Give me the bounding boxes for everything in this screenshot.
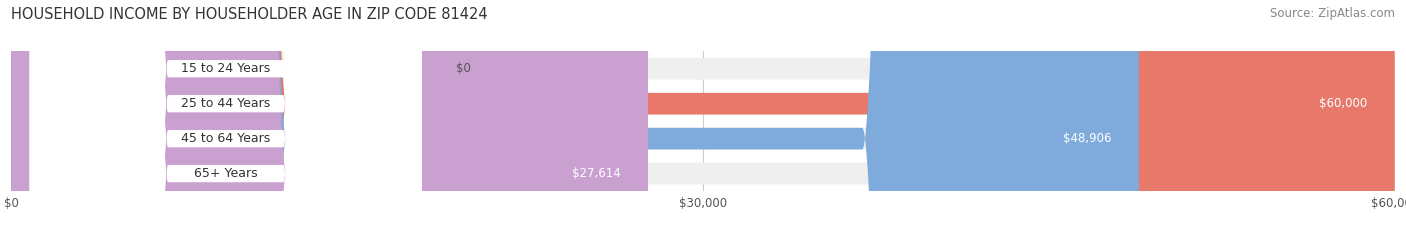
FancyBboxPatch shape [30,0,422,233]
FancyBboxPatch shape [11,0,1395,233]
FancyBboxPatch shape [11,0,648,233]
FancyBboxPatch shape [30,0,422,233]
Text: HOUSEHOLD INCOME BY HOUSEHOLDER AGE IN ZIP CODE 81424: HOUSEHOLD INCOME BY HOUSEHOLDER AGE IN Z… [11,7,488,22]
Text: $27,614: $27,614 [572,167,620,180]
FancyBboxPatch shape [11,0,1395,233]
FancyBboxPatch shape [11,0,1139,233]
Text: $48,906: $48,906 [1063,132,1111,145]
Text: Source: ZipAtlas.com: Source: ZipAtlas.com [1270,7,1395,20]
Text: 65+ Years: 65+ Years [194,167,257,180]
FancyBboxPatch shape [11,0,1395,233]
Text: $0: $0 [457,62,471,75]
Text: 45 to 64 Years: 45 to 64 Years [181,132,270,145]
Text: $60,000: $60,000 [1319,97,1367,110]
Text: 15 to 24 Years: 15 to 24 Years [181,62,270,75]
FancyBboxPatch shape [30,0,422,233]
FancyBboxPatch shape [11,0,1395,233]
FancyBboxPatch shape [30,0,422,233]
FancyBboxPatch shape [11,0,1395,233]
Text: 25 to 44 Years: 25 to 44 Years [181,97,270,110]
